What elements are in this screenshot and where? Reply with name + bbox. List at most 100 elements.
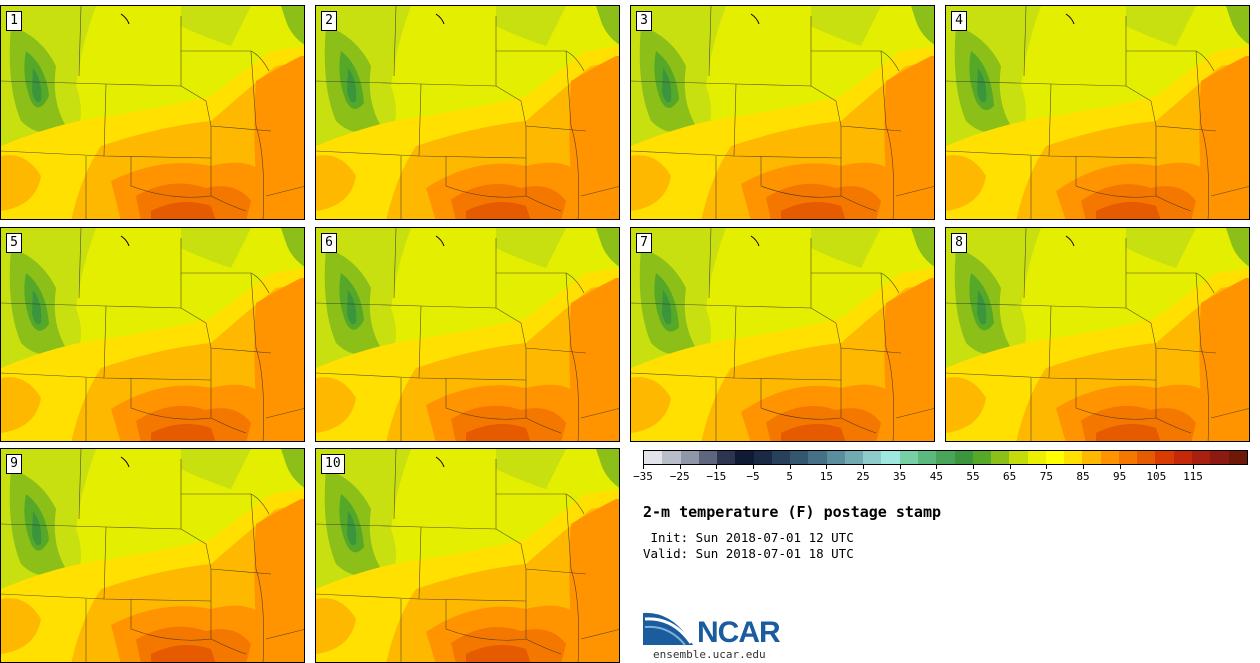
member-panel-7: 7 — [630, 227, 935, 442]
colorbar-swatch — [881, 451, 900, 464]
colorbar-swatch — [991, 451, 1010, 464]
colorbar-tick-label: −35 — [633, 470, 653, 483]
colorbar-swatch — [698, 451, 718, 464]
colorbar-tick — [716, 465, 718, 469]
colorbar-tick-label: 45 — [929, 470, 943, 483]
colorbar-swatch — [826, 451, 845, 464]
colorbar-swatch — [680, 451, 699, 464]
colorbar-swatch — [644, 451, 663, 464]
member-number-label: 4 — [951, 11, 967, 31]
colorbar-tick — [973, 465, 974, 469]
figure-title: 2-m temperature (F) postage stamp — [643, 503, 942, 521]
colorbar-swatch — [1009, 451, 1028, 464]
colorbar-tick — [753, 465, 754, 469]
colorbar-tick — [679, 465, 681, 469]
temperature-colorbar — [643, 450, 1248, 465]
colorbar-swatch — [1082, 451, 1101, 464]
member-number-label: 7 — [636, 233, 652, 253]
member-panel-9: 9 — [0, 448, 305, 663]
temperature-map — [316, 6, 619, 219]
temperature-map — [316, 449, 619, 662]
colorbar-tick-label: 95 — [1113, 470, 1127, 483]
member-panel-10: 10 — [315, 448, 620, 663]
colorbar-swatch — [808, 451, 827, 464]
member-number-label: 8 — [951, 233, 967, 253]
colorbar-swatch — [1137, 451, 1156, 464]
temperature-map — [1, 6, 304, 219]
colorbar-tick-label: 15 — [819, 470, 833, 483]
colorbar-tick-label: 5 — [786, 470, 793, 483]
colorbar-tick-label: 35 — [893, 470, 907, 483]
colorbar-swatch — [917, 451, 937, 464]
colorbar-tick — [1046, 465, 1048, 469]
colorbar-swatch — [972, 451, 992, 464]
member-panel-2: 2 — [315, 5, 620, 220]
member-number-label: 5 — [6, 233, 22, 253]
colorbar-tick-labels: −35 −25 −15 −5 5 15 25 35 45 55 65 75 85 95 105 115 — [633, 465, 1248, 487]
colorbar-tick-label: −15 — [706, 470, 727, 483]
colorbar-tick — [1193, 465, 1194, 469]
colorbar-tick — [1156, 465, 1158, 469]
temperature-map — [946, 6, 1249, 219]
temperature-map — [631, 228, 934, 441]
colorbar-tick-label: 85 — [1076, 470, 1090, 483]
colorbar-tick — [936, 465, 938, 469]
colorbar-swatch — [1191, 451, 1211, 464]
colorbar-tick-label: 105 — [1146, 470, 1167, 483]
colorbar-tick-label: 75 — [1039, 470, 1053, 483]
colorbar-swatch — [954, 451, 973, 464]
colorbar-swatch — [771, 451, 791, 464]
colorbar-tick — [863, 465, 864, 469]
colorbar-swatch — [717, 451, 736, 464]
colorbar-swatch — [1210, 451, 1229, 464]
colorbar-swatch — [863, 451, 882, 464]
colorbar-tick — [789, 465, 791, 469]
colorbar-swatch — [1027, 451, 1046, 464]
colorbar-swatch — [735, 451, 754, 464]
colorbar-swatch — [1118, 451, 1138, 464]
colorbar-swatch — [1155, 451, 1174, 464]
colorbar-tick-label: 25 — [856, 470, 870, 483]
valid-time: Valid: Sun 2018-07-01 18 UTC — [643, 546, 854, 561]
colorbar-swatch — [936, 451, 955, 464]
member-panel-3: 3 — [630, 5, 935, 220]
member-panel-5: 5 — [0, 227, 305, 442]
init-time: Init: Sun 2018-07-01 12 UTC — [643, 530, 854, 545]
member-panel-4: 4 — [945, 5, 1250, 220]
colorbar-swatch — [844, 451, 864, 464]
ncar-url: ensemble.ucar.edu — [653, 648, 766, 661]
colorbar-tick-label: 115 — [1183, 470, 1203, 483]
colorbar-tick-label: 65 — [1003, 470, 1017, 483]
member-number-label: 9 — [6, 454, 22, 474]
member-number-label: 1 — [6, 11, 22, 31]
member-number-label: 10 — [321, 454, 345, 474]
temperature-map — [316, 228, 619, 441]
colorbar-swatch — [753, 451, 772, 464]
colorbar-tick — [1119, 465, 1121, 469]
member-panel-1: 1 — [0, 5, 305, 220]
colorbar-tick — [1083, 465, 1084, 469]
temperature-map — [1, 449, 304, 662]
colorbar-tick-label: −25 — [669, 470, 690, 483]
colorbar-swatch — [1045, 451, 1065, 464]
member-number-label: 2 — [321, 11, 337, 31]
colorbar-swatch — [1100, 451, 1119, 464]
member-panel-8: 8 — [945, 227, 1250, 442]
temperature-map — [946, 228, 1249, 441]
member-number-label: 3 — [636, 11, 652, 31]
colorbar-swatch — [662, 451, 681, 464]
colorbar-tick-label: −5 — [746, 470, 760, 483]
colorbar-tick — [899, 465, 901, 469]
temperature-map — [631, 6, 934, 219]
colorbar-swatch — [1173, 451, 1192, 464]
ncar-logo-text: NCAR — [697, 616, 781, 649]
temperature-map — [1, 228, 304, 441]
colorbar-swatch — [1228, 451, 1247, 464]
colorbar-swatch — [899, 451, 918, 464]
colorbar-tick — [826, 465, 828, 469]
colorbar-tick — [643, 465, 644, 469]
colorbar-swatch — [1064, 451, 1083, 464]
member-number-label: 6 — [321, 233, 337, 253]
member-panel-6: 6 — [315, 227, 620, 442]
colorbar-swatch — [790, 451, 809, 464]
